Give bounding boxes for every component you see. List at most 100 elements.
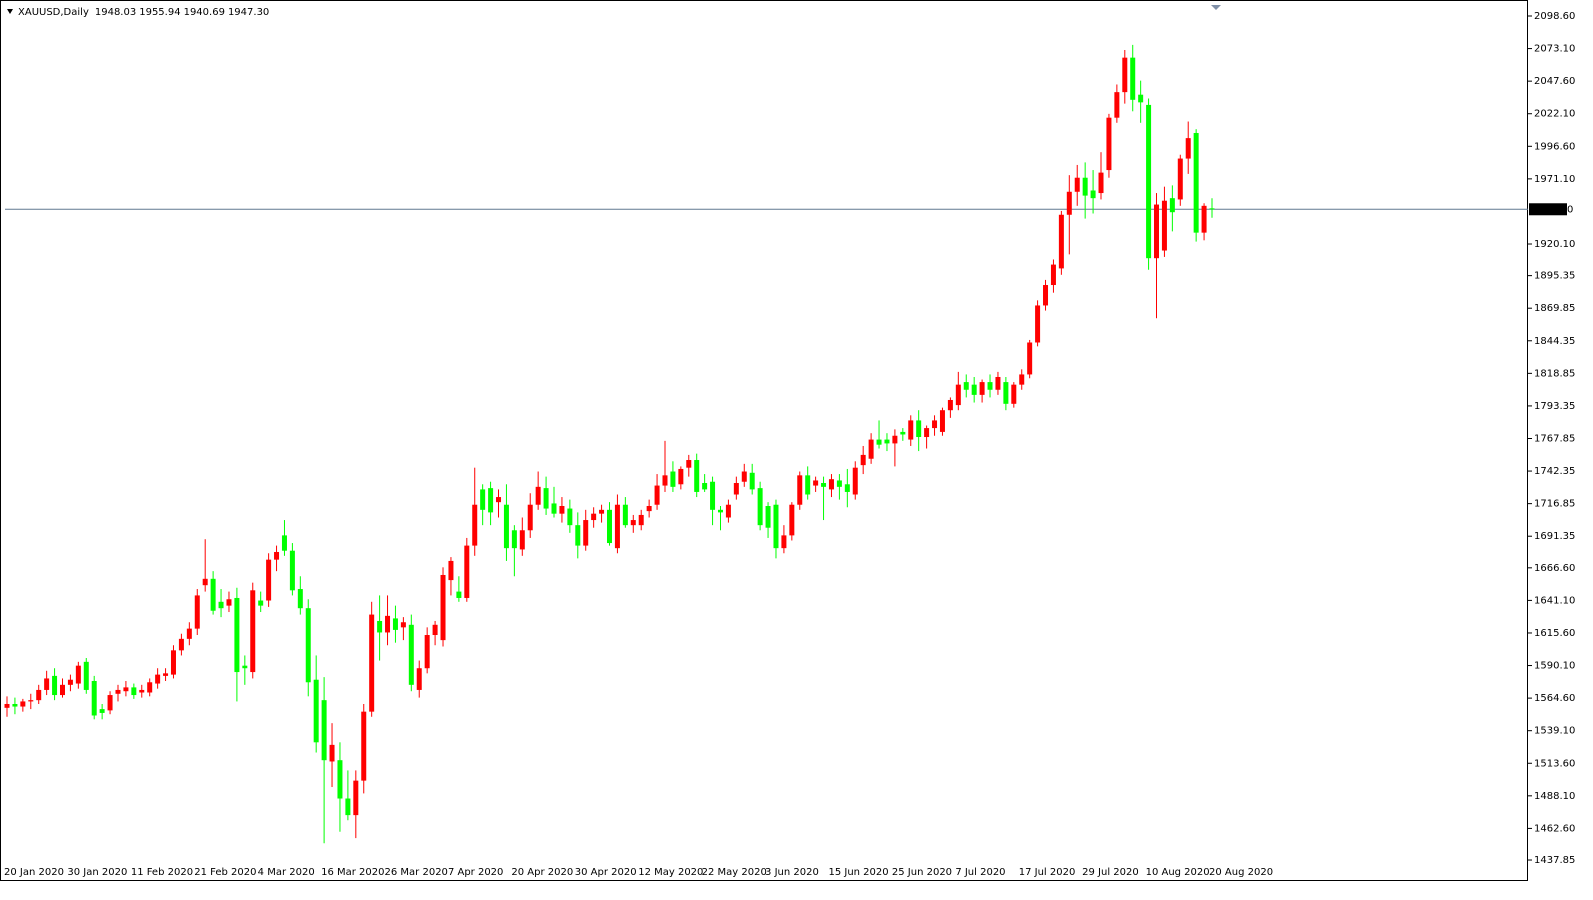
candle-body — [1146, 104, 1152, 259]
candle-body — [226, 599, 232, 606]
y-tick-label: 1539.10 — [1534, 726, 1575, 737]
candle-body — [567, 508, 573, 526]
y-tick-label: 1462.60 — [1534, 823, 1575, 834]
candle-body — [535, 486, 541, 505]
candle-body — [892, 435, 898, 444]
candle-body — [900, 431, 906, 435]
candle-body — [646, 506, 652, 512]
y-tick-label: 1691.35 — [1534, 531, 1575, 542]
y-tick-label: 1742.35 — [1534, 466, 1575, 477]
candle-body — [860, 454, 866, 466]
candle-body — [836, 480, 842, 487]
candle-body — [884, 439, 890, 444]
x-tick-label: 17 Jul 2020 — [1019, 867, 1076, 878]
candle-body — [12, 703, 18, 707]
candle-body — [908, 420, 914, 440]
x-tick-label: 26 Mar 2020 — [385, 867, 448, 878]
x-tick-label: 12 May 2020 — [638, 867, 703, 878]
header-value: 1948.03 — [95, 7, 136, 18]
candle-body — [733, 483, 739, 495]
y-tick-label: 1920.10 — [1534, 239, 1575, 250]
candle-body — [36, 689, 42, 701]
candle-body — [939, 410, 945, 432]
candle-body — [979, 382, 985, 395]
candle-body — [1138, 94, 1144, 103]
x-tick-label: 20 Apr 2020 — [511, 867, 573, 878]
header-value: 1947.30 — [228, 7, 269, 18]
candle-body — [591, 513, 597, 521]
y-tick-label: 2098.60 — [1534, 11, 1575, 22]
candle-body — [813, 480, 819, 486]
candle-body — [361, 711, 367, 781]
candle-body — [876, 439, 882, 445]
candle-body — [1114, 92, 1120, 118]
candle-body — [99, 709, 105, 713]
candle-body — [472, 504, 478, 546]
x-tick-label: 22 May 2020 — [702, 867, 767, 878]
y-tick-label: 1716.85 — [1534, 499, 1575, 510]
candle-body — [828, 479, 834, 490]
candle-body — [289, 550, 295, 591]
candle-body — [1193, 133, 1199, 233]
header-value: 1955.94 — [139, 7, 180, 18]
header-value: 1940.69 — [184, 7, 225, 18]
x-tick-label: 11 Feb 2020 — [131, 867, 193, 878]
candle-body — [583, 520, 589, 546]
candle-body — [1177, 158, 1183, 200]
candle-body — [599, 509, 605, 514]
candle-body — [194, 595, 200, 629]
candle-body — [1106, 117, 1112, 171]
y-tick-label: 1564.60 — [1534, 693, 1575, 704]
candle-body — [178, 638, 184, 651]
candle-body — [218, 601, 224, 609]
candle-body — [163, 673, 169, 676]
y-tick-label: 1818.85 — [1534, 368, 1575, 379]
candle-body — [321, 700, 327, 761]
header-values: 1948.03 1955.94 1940.69 1947.30 — [95, 7, 269, 18]
candle-body — [456, 591, 462, 598]
y-tick-label: 1666.60 — [1534, 563, 1575, 574]
candle-body — [821, 483, 827, 487]
candle-body — [424, 635, 430, 669]
candle-body — [995, 376, 1001, 390]
candle-body — [725, 504, 731, 518]
candle-body — [1027, 342, 1033, 375]
y-tick-label: 2073.10 — [1534, 44, 1575, 55]
candle-body — [4, 703, 10, 708]
candle-body — [543, 488, 549, 509]
candle-body — [155, 674, 161, 684]
candle-body — [147, 682, 153, 693]
candle-body — [638, 514, 644, 526]
candle-body — [52, 675, 58, 696]
candle-body — [353, 780, 359, 816]
candle-body — [1003, 382, 1009, 404]
candle-body — [107, 695, 113, 711]
candle-body — [527, 504, 533, 531]
candle-body — [329, 744, 335, 762]
candle-body — [519, 530, 525, 550]
y-tick-label: 1971.10 — [1534, 174, 1575, 185]
collapse-icon[interactable] — [7, 9, 13, 14]
candle-body — [266, 559, 272, 601]
candle-body — [115, 689, 121, 694]
candle-body — [924, 428, 930, 438]
candle-body — [694, 460, 700, 492]
y-tick-label: 1844.35 — [1534, 336, 1575, 347]
candle-body — [464, 545, 470, 598]
shift-marker[interactable] — [1211, 5, 1221, 10]
x-tick-label: 20 Aug 2020 — [1209, 867, 1273, 878]
candle-body — [630, 520, 636, 526]
x-tick-label: 4 Mar 2020 — [258, 867, 315, 878]
x-tick-label: 21 Feb 2020 — [194, 867, 256, 878]
candle-body — [614, 504, 620, 549]
candle-body — [1058, 214, 1064, 269]
current-price-label: 1947.30 — [1532, 204, 1573, 215]
candle-body — [297, 589, 303, 609]
candle-body — [987, 382, 993, 390]
candle-body — [369, 614, 375, 712]
candle-body — [400, 622, 406, 628]
y-tick-label: 1615.60 — [1534, 628, 1575, 639]
candle-body — [210, 578, 216, 611]
x-tick-label: 30 Jan 2020 — [67, 867, 127, 878]
candle-body — [1043, 285, 1049, 306]
